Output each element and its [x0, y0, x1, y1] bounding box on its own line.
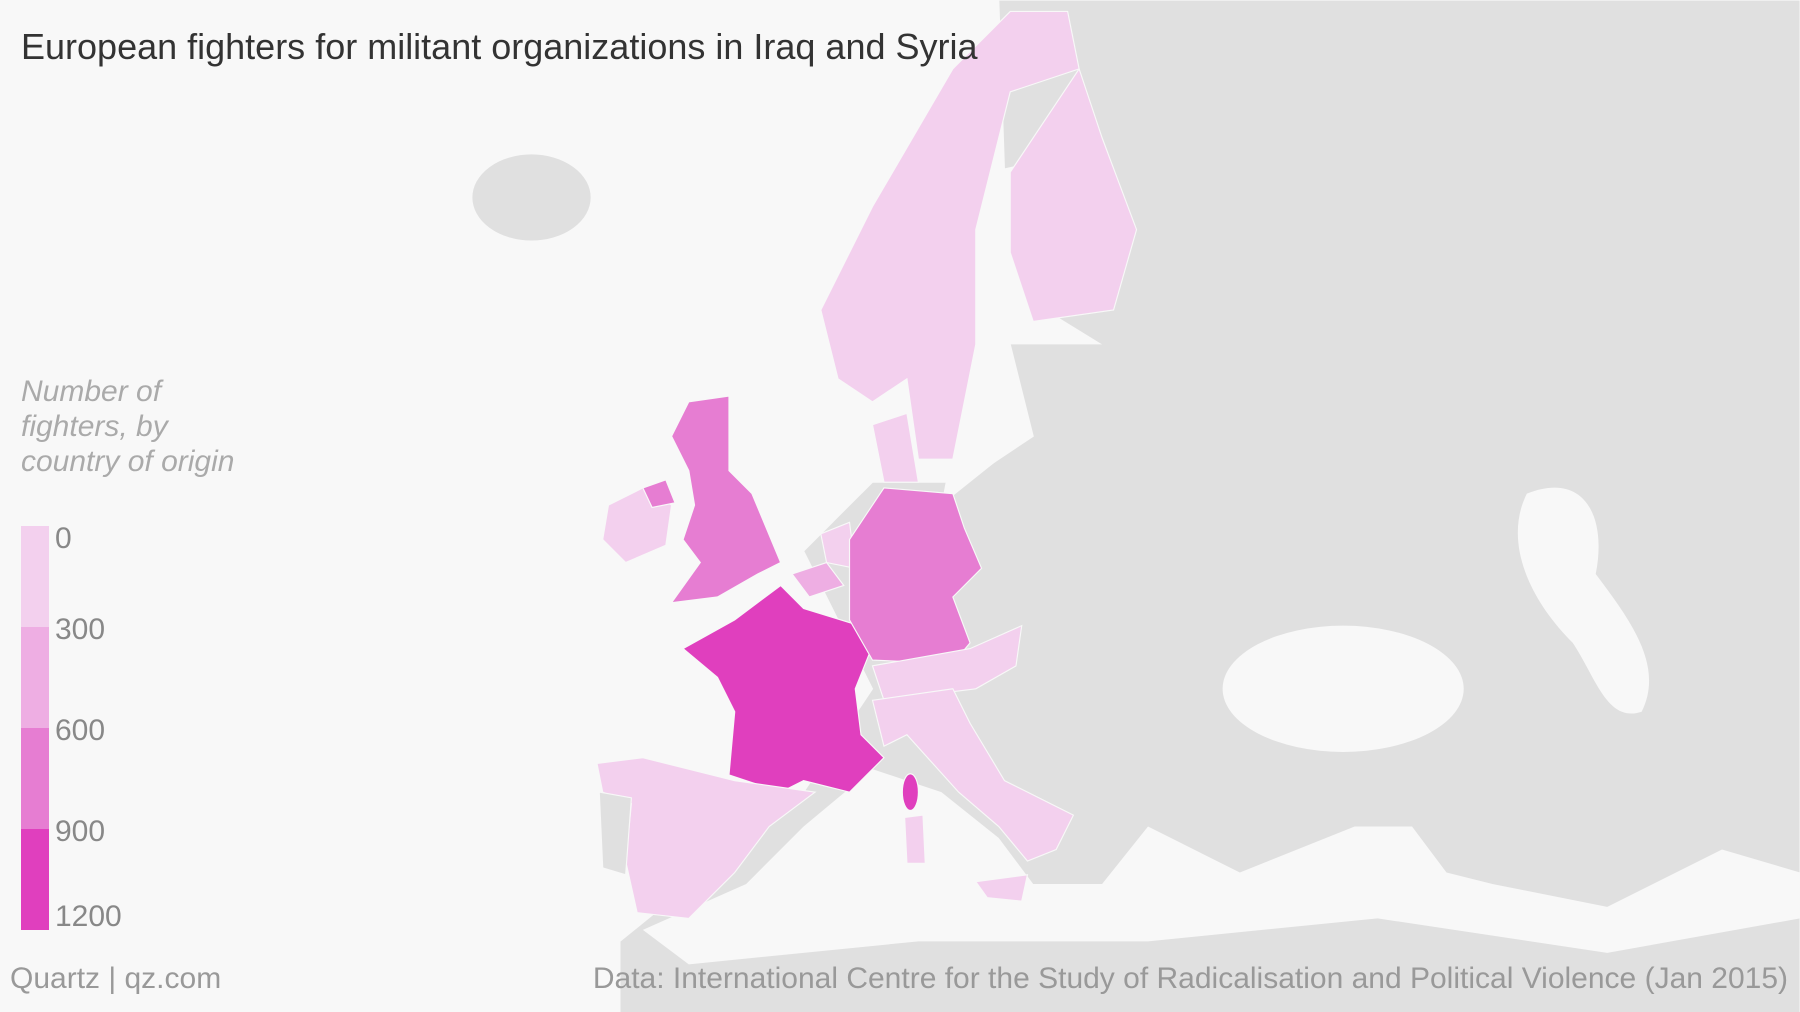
- legend-tick-label: 600: [55, 714, 105, 747]
- corsica: [901, 773, 919, 812]
- legend-band: [21, 627, 49, 728]
- legend-band: [21, 728, 49, 829]
- united-kingdom: [670, 395, 782, 604]
- denmark: [871, 412, 920, 483]
- credit: Quartz | qz.com: [10, 962, 222, 995]
- germany: [848, 487, 983, 665]
- sardinia: [904, 814, 926, 864]
- legend-band: [21, 526, 49, 627]
- belgium: [791, 561, 845, 598]
- legend-tick-label: 300: [55, 613, 105, 646]
- caspian-sea: [1517, 487, 1650, 714]
- portugal: [598, 791, 633, 876]
- source: Data: International Centre for the Study…: [592, 962, 1788, 995]
- mediterranean: [642, 769, 1800, 965]
- legend-title: Number of fighters, by country of origin: [21, 375, 235, 478]
- baltic-sea: [941, 160, 1103, 506]
- title: European fighters for militant organizat…: [21, 26, 978, 67]
- legend-band: [21, 829, 49, 930]
- black-sea: [1222, 625, 1464, 752]
- france: [682, 584, 885, 793]
- legend-tick-label: 900: [55, 815, 105, 848]
- norway-sweden: [820, 10, 1080, 460]
- northern-ireland: [642, 479, 676, 509]
- iceland: [471, 153, 592, 242]
- legend-tick-label: 1200: [55, 900, 122, 933]
- sicily: [974, 874, 1029, 902]
- legend-tick-label: 0: [55, 522, 72, 555]
- italy: [871, 688, 1075, 862]
- legend: 0 300 600 900 1200: [21, 522, 122, 933]
- finland: [1009, 67, 1138, 323]
